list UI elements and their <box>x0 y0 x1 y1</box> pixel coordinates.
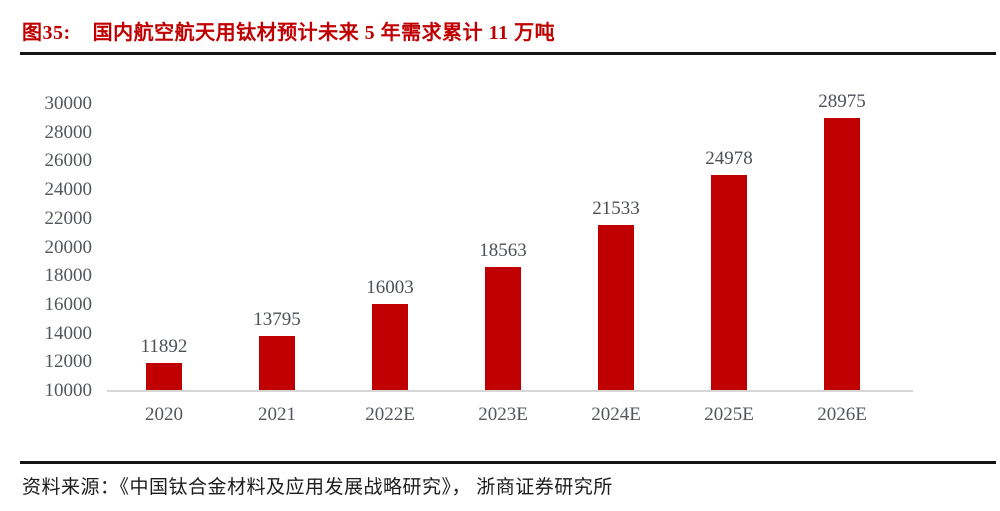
y-axis-tick-24000: 24000 <box>44 179 93 201</box>
y-axis-tick-22000: 22000 <box>44 207 93 229</box>
y-axis-tick-20000: 20000 <box>44 236 93 258</box>
x-axis-line <box>107 390 913 392</box>
bar-2024E <box>598 225 634 390</box>
bar-chart: 10000 12000 14000 16000 18000 20000 22000 24000… <box>0 60 1000 440</box>
bar-value-2022E: 16003 <box>366 277 414 298</box>
bar-2021 <box>259 336 295 390</box>
bar-2025E <box>711 175 747 390</box>
x-axis-label-2024E: 2024E <box>591 404 641 425</box>
bar-2023E <box>485 267 521 390</box>
x-axis-label-2025E: 2025E <box>704 404 754 425</box>
y-axis-tick-30000: 30000 <box>44 93 93 114</box>
footer-divider-rule <box>20 461 996 464</box>
y-axis-tick-26000: 26000 <box>44 150 93 172</box>
y-axis-tick-12000: 12000 <box>44 351 93 373</box>
bar-value-2025E: 24978 <box>705 148 753 169</box>
y-axis-tick-16000: 16000 <box>44 293 93 315</box>
x-axis-label-2023E: 2023E <box>478 404 528 425</box>
bar-2026E <box>824 118 860 390</box>
y-axis-tick-18000: 18000 <box>44 265 93 287</box>
bar-value-2024E: 21533 <box>592 198 640 219</box>
y-axis-tick-14000: 14000 <box>44 322 93 344</box>
source-attribution: 资料来源：《中国钛合金材料及应用发展战略研究》， 浙商证券研究所 <box>22 477 613 498</box>
figure-title-text: 国内航空航天用钛材预计未来 5 年需求累计 11 万吨 <box>92 22 556 44</box>
bar-2020 <box>146 363 182 390</box>
figure-number-label: 图35: <box>22 22 71 44</box>
title-divider-rule <box>20 52 996 55</box>
figure-title: 图35: 国内航空航天用钛材预计未来 5 年需求累计 11 万吨 <box>22 16 555 45</box>
bar-value-2023E: 18563 <box>479 240 527 261</box>
y-axis-tick-28000: 28000 <box>44 121 93 143</box>
x-axis-label-2020: 2020 <box>145 404 183 425</box>
bar-value-2020: 11892 <box>140 336 188 357</box>
x-axis-label-2021: 2021 <box>258 404 296 425</box>
bar-value-2026E: 28975 <box>818 91 866 112</box>
bar-2022E <box>372 304 408 390</box>
bar-value-2021: 13795 <box>253 309 301 330</box>
x-axis-label-2022E: 2022E <box>365 404 415 425</box>
y-axis-tick-10000: 10000 <box>44 380 93 401</box>
x-axis-label-2026E: 2026E <box>817 404 867 425</box>
